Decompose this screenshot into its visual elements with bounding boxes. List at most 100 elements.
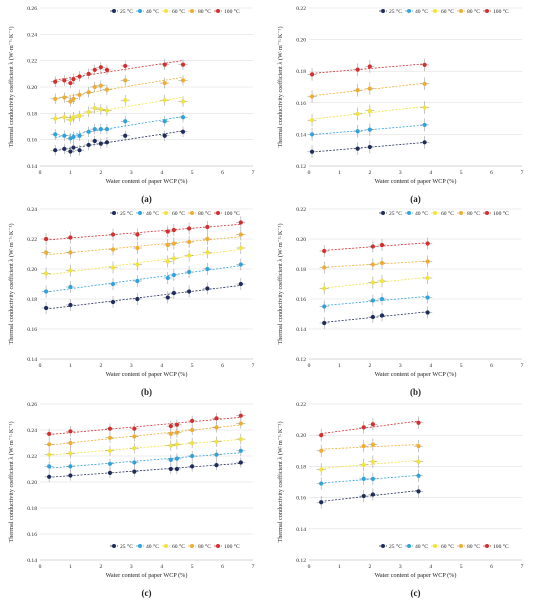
y-axis-title: Thermal conductivity coefficient λ (W·m⁻…: [8, 26, 15, 147]
data-point: [187, 289, 192, 294]
panel-label: (a): [410, 194, 421, 204]
legend-label: 60 °C: [172, 8, 185, 15]
data-point: [238, 245, 243, 251]
data-point: [174, 466, 180, 472]
x-tick-label: 3: [399, 170, 402, 176]
data-point: [190, 464, 195, 469]
legend-marker: [459, 211, 463, 215]
data-point: [190, 418, 195, 423]
y-axis-title: Thermal conductivity coefficient λ (W·m⁻…: [8, 421, 15, 542]
data-point: [367, 127, 372, 132]
data-point: [43, 305, 49, 311]
data-point: [171, 241, 176, 246]
legend-marker: [138, 9, 142, 13]
data-point: [132, 469, 137, 474]
data-point: [168, 443, 173, 448]
series-4: [41, 228, 246, 259]
trendline: [312, 63, 425, 74]
data-point: [416, 473, 421, 478]
data-point: [68, 451, 73, 456]
series-1: [41, 278, 246, 314]
data-point: [104, 108, 110, 113]
y-tick-label: 0.22: [296, 6, 306, 12]
y-tick-label: 0.16: [296, 101, 306, 107]
data-point: [214, 439, 219, 444]
data-point: [238, 220, 243, 225]
legend-marker: [407, 544, 411, 548]
data-point: [190, 440, 195, 446]
x-axis-title: Water content of paper WCP (%): [106, 178, 188, 185]
data-point: [238, 437, 243, 442]
y-tick-label: 0.12: [296, 357, 306, 363]
data-point: [98, 65, 103, 70]
data-point: [171, 256, 176, 261]
series-3: [44, 433, 246, 460]
data-point: [367, 108, 372, 113]
data-point: [367, 64, 372, 69]
series-3: [316, 455, 424, 476]
data-point: [174, 456, 180, 461]
y-tick-label: 0.18: [27, 297, 37, 303]
data-point: [168, 466, 173, 472]
panel-label: (a): [141, 194, 152, 204]
y-tick-label: 0.24: [27, 428, 37, 434]
legend-marker: [164, 544, 168, 548]
y-tick-label: 0.18: [296, 464, 306, 470]
legend-marker: [459, 544, 463, 548]
data-point: [425, 295, 430, 300]
panel-label: (c): [142, 588, 152, 598]
legend-label: 60 °C: [172, 543, 185, 550]
data-point: [180, 99, 186, 104]
y-tick-label: 0.14: [27, 558, 37, 564]
data-point: [107, 461, 113, 466]
data-point: [416, 444, 421, 449]
data-point: [370, 442, 375, 447]
series-5: [316, 416, 424, 442]
legend-label: 100 °C: [224, 543, 240, 550]
data-point: [370, 262, 375, 267]
data-point: [205, 250, 210, 255]
series-4: [319, 255, 433, 274]
x-tick-label: 6: [490, 170, 493, 176]
x-tick-label: 0: [39, 170, 42, 176]
legend-marker: [216, 544, 220, 548]
trendline: [321, 420, 419, 434]
data-point: [370, 492, 375, 497]
data-point: [205, 266, 210, 272]
panel-5: 0.14 0.16 0.18 0.20 0.22 0.24 0.26 0 1 2 3 4 5 6 7 Wate…: [8, 402, 255, 598]
y-tick-label: 0.22: [296, 402, 306, 408]
legend-marker: [433, 211, 437, 215]
data-point: [361, 476, 366, 481]
data-point: [425, 241, 430, 246]
data-point: [238, 460, 243, 465]
data-point: [425, 259, 430, 264]
data-point: [135, 262, 140, 267]
series-2: [50, 112, 188, 144]
x-tick-label: 7: [252, 564, 255, 570]
data-point: [77, 133, 82, 138]
data-point: [71, 77, 76, 82]
series-2: [319, 291, 433, 313]
data-point: [77, 148, 82, 153]
data-point: [86, 142, 91, 148]
x-tick-label: 7: [521, 363, 524, 369]
y-tick-label: 0.16: [296, 496, 306, 502]
data-point: [135, 296, 140, 302]
data-point: [309, 118, 315, 123]
data-point: [238, 262, 243, 267]
data-point: [238, 448, 243, 453]
y-tick-label: 0.14: [296, 527, 306, 533]
data-point: [132, 426, 137, 431]
y-tick-label: 0.26: [27, 6, 37, 12]
data-point: [123, 78, 128, 83]
x-tick-label: 0: [308, 363, 311, 369]
data-point: [174, 430, 180, 435]
x-axis-title: Water content of paper WCP (%): [375, 572, 457, 579]
data-point: [86, 71, 91, 76]
legend-marker: [164, 211, 168, 215]
data-point: [68, 302, 73, 308]
data-point: [238, 413, 243, 418]
data-point: [43, 250, 49, 255]
y-tick-label: 0.16: [27, 327, 37, 333]
legend-marker: [216, 9, 220, 13]
